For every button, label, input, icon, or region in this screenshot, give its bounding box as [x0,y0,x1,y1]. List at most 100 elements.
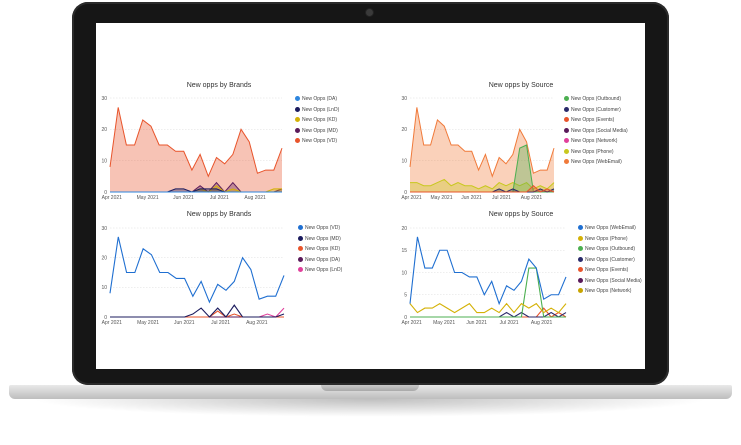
legend-label: New Opps (Social Media) [571,127,628,134]
legend-item[interactable]: New Opps (Social Media) [578,276,642,287]
legend-label: New Opps (KD) [305,246,341,252]
legend-dot-icon [564,106,569,112]
legend-item[interactable]: New Opps (Social Media) [564,126,628,137]
y-tick-label: 10 [101,158,107,164]
chart-title-line-source: New opps by Source [488,211,554,218]
line-series [409,302,567,314]
x-tick-label: Apr 2021 [401,195,422,201]
chart-title-area-source: New opps by Source [488,82,554,89]
x-tick-label: Apr 2021 [102,320,123,326]
y-tick-label: 20 [401,127,407,133]
legend-dot-icon [578,267,583,273]
legend-area-source: New Opps (Outbound) New Opps (Customer) Ne… [564,94,628,168]
y-tick-label: 20 [401,226,407,232]
x-tick-label: Jul 2021 [492,195,511,201]
legend-item[interactable]: New Opps (Events) [578,265,642,276]
legend-item[interactable]: New Opps (DA) [295,94,339,105]
chart-title-line-brands: New opps by Brands [186,211,252,218]
legend-item[interactable]: New Opps (VD) [295,136,339,147]
legend-item[interactable]: New Opps (KD) [298,244,342,255]
legend-item[interactable]: New Opps (Customer) [564,105,628,116]
legend-item[interactable]: New Opps (Phone) [578,234,642,245]
area-series-line [409,107,555,178]
legend-dot-icon [564,96,569,102]
legend-line-source: New Opps (WebEmail) New Opps (Phone) New O… [578,223,642,297]
legend-dot-icon [578,235,583,241]
legend-item[interactable]: New Opps (LnD) [298,265,342,276]
y-tick-label: 30 [401,96,407,102]
legend-label: New Opps (DA) [302,96,338,102]
x-tick-label: Aug 2021 [531,320,553,326]
legend-label: New Opps (MD) [305,235,341,242]
y-tick-label: 30 [101,96,107,102]
legend-item[interactable]: New Opps (MD) [295,126,339,137]
area-brands-chart: 0 10 20 30 Apr 2021 May 2021 Jun 2021 Jul 2021 A… [101,96,283,201]
chart-title-area-brands: New opps by Brands [186,82,252,89]
x-tick-label: May 2021 [137,320,159,326]
legend-dot-icon [295,138,300,144]
legend-label: New Opps (Events) [585,267,629,273]
y-tick-label: 30 [101,226,107,232]
line-source-chart: 0 5 10 15 20 Apr 2021 May 2021 Jun 2021 Jul 2021… [401,226,567,326]
legend-item[interactable]: New Opps (Events) [564,115,628,126]
x-tick-label: Jun 2021 [173,195,194,201]
legend-label: New Opps (VD) [305,225,341,231]
y-tick-label: 10 [401,158,407,164]
legend-item[interactable]: New Opps (MD) [298,234,342,245]
legend-label: New Opps (VD) [302,138,338,144]
laptop-notch [321,385,419,391]
line-series [110,310,284,318]
laptop-base [9,385,732,399]
legend-item[interactable]: New Opps (Customer) [578,255,642,266]
y-tick-label: 10 [401,270,407,276]
legend-item[interactable]: New Opps (LnD) [295,105,339,116]
legend-label: New Opps (Customer) [571,106,621,113]
x-tick-label: May 2021 [431,195,453,201]
legend-dot-icon [295,117,300,123]
legend-dot-icon [564,159,569,165]
legend-item[interactable]: New Opps (KD) [295,115,339,126]
line-series [109,236,285,304]
legend-dot-icon [295,127,300,133]
legend-item[interactable]: New Opps (DA) [298,255,342,266]
area-series-fill [410,145,554,192]
y-tick-label: 10 [101,285,107,291]
x-tick-label: Jul 2021 [500,320,519,326]
y-tick-label: 0 [404,315,407,321]
y-tick-label: 5 [404,293,407,299]
legend-label: New Opps (LnD) [305,267,343,273]
camera-icon [366,9,373,16]
legend-item[interactable]: New Opps (Phone) [564,147,628,158]
legend-dot-icon [564,117,569,123]
legend-item[interactable]: New Opps (Outbound) [564,94,628,105]
area-source-chart: 0 10 20 30 Apr 2021 May 2021 Jun 2021 Jul 2021 A… [401,96,555,201]
legend-dot-icon [564,138,569,144]
legend-dot-icon [298,246,303,252]
legend-label: New Opps (Outbound) [571,96,622,102]
legend-dot-icon [295,96,300,102]
legend-item[interactable]: New Opps (WebEmail) [564,157,628,168]
legend-label: New Opps (Events) [571,117,615,123]
legend-item[interactable]: New Opps (VD) [298,223,342,234]
laptop-screen: New opps by Brands 0 10 20 30 Apr 2021 May 20… [96,23,645,369]
line-brands-chart: 0 10 20 30 Apr 2021 May 2021 Jun 2021 Jul 2021 A… [101,226,285,326]
x-tick-label: Jun 2021 [461,195,482,201]
legend-item[interactable]: New Opps (Network) [578,286,642,297]
legend-dot-icon [295,106,300,112]
legend-label: New Opps (Social Media) [585,277,642,284]
legend-dot-icon [578,225,583,231]
legend-dot-icon [578,246,583,252]
line-series [410,267,566,318]
legend-label: New Opps (MD) [302,127,338,134]
x-tick-label: May 2021 [137,195,159,201]
legend-area-brands: New Opps (DA) New Opps (LnD) New Opps (KD)… [295,94,339,147]
area-series-fill [110,107,282,192]
legend-dot-icon [298,235,303,241]
legend-label: New Opps (WebEmail) [571,159,622,165]
legend-item[interactable]: New Opps (Network) [564,136,628,147]
area-series-line [410,185,555,193]
legend-label: New Opps (WebEmail) [585,225,636,231]
legend-item[interactable]: New Opps (WebEmail) [578,223,642,234]
legend-dot-icon [298,267,303,273]
legend-item[interactable]: New Opps (Outbound) [578,244,642,255]
